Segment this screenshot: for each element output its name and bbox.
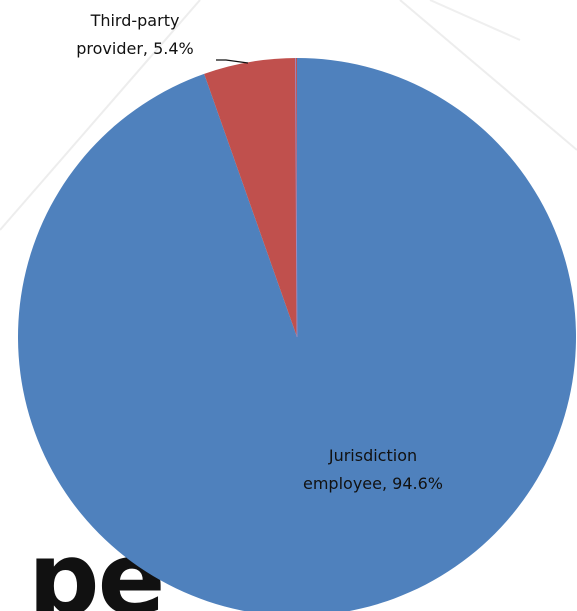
pie-slice-jurisdiction-employee (18, 58, 576, 611)
pie-leader-line (216, 59, 249, 64)
pie-slice-sliver (295, 58, 298, 338)
pie-label-jurisdiction-employee: Jurisdiction employee, 94.6% (303, 446, 443, 493)
pie-slice-third-party-provider (204, 58, 297, 337)
pie-label-third-party-provider: Third-party provider, 5.4% (76, 11, 193, 58)
